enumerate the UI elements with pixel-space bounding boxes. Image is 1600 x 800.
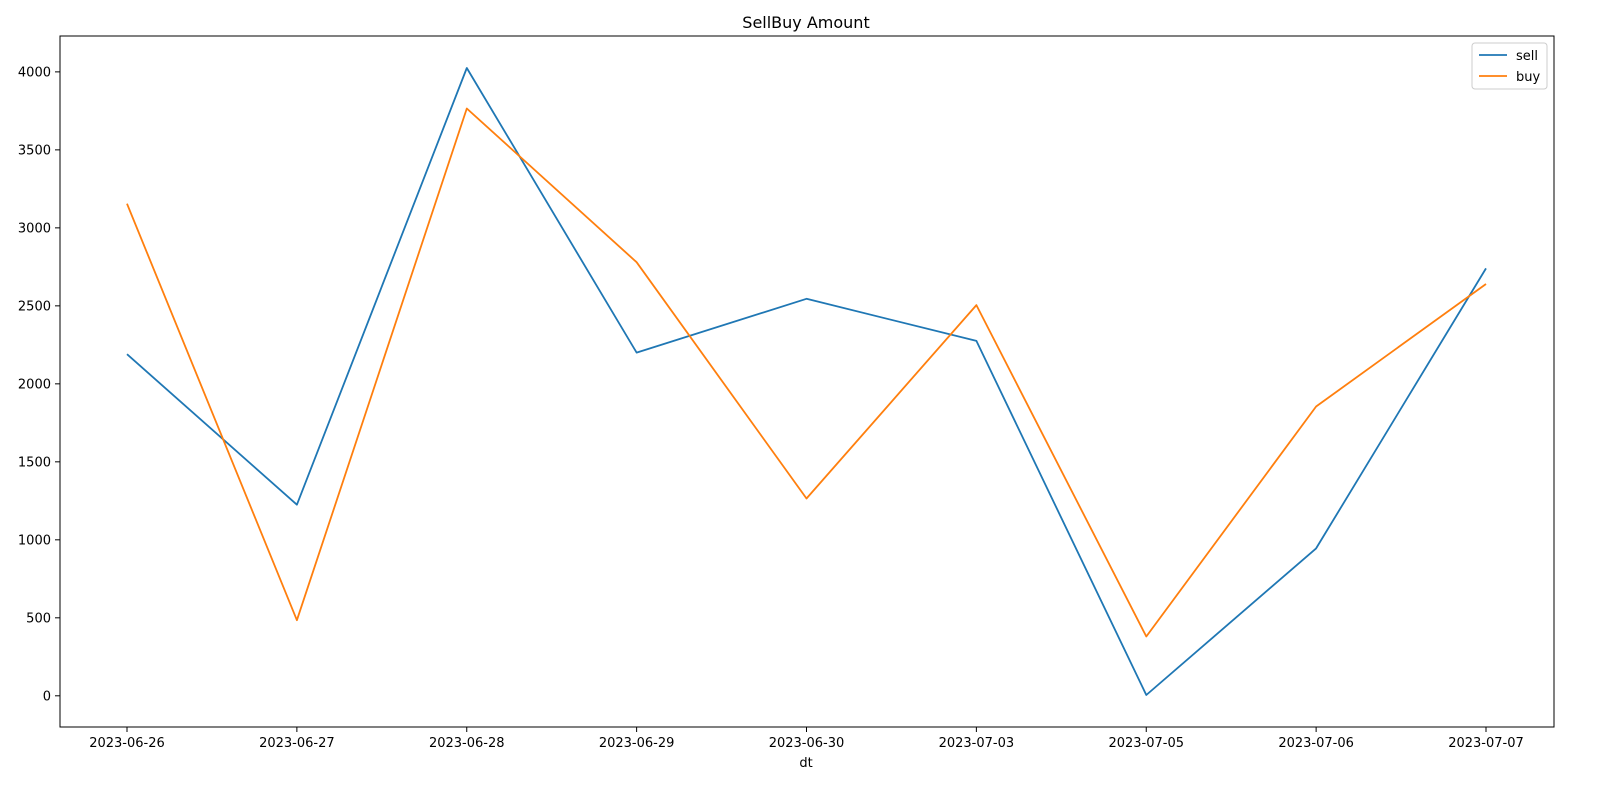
x-tick-label: 2023-07-05 bbox=[1108, 736, 1184, 751]
x-axis-label: dt bbox=[799, 756, 812, 771]
x-tick-label: 2023-06-27 bbox=[259, 736, 335, 751]
x-tick-label: 2023-06-29 bbox=[599, 736, 675, 751]
legend-label-buy: buy bbox=[1516, 70, 1540, 85]
y-tick-label: 1500 bbox=[18, 455, 51, 470]
x-tick-label: 2023-07-06 bbox=[1278, 736, 1354, 751]
x-tick-label: 2023-06-28 bbox=[429, 736, 505, 751]
y-tick-label: 3000 bbox=[18, 221, 51, 236]
y-tick-label: 4000 bbox=[18, 65, 51, 80]
y-tick-label: 1000 bbox=[18, 533, 51, 548]
y-tick-label: 500 bbox=[26, 611, 51, 626]
series-line-sell bbox=[126, 67, 1487, 696]
legend: sell buy bbox=[1471, 42, 1548, 90]
legend-label-sell: sell bbox=[1516, 49, 1538, 64]
series-line-buy bbox=[126, 107, 1487, 638]
x-tick-label: 2023-06-26 bbox=[89, 736, 165, 751]
x-tick-label: 2023-06-30 bbox=[769, 736, 845, 751]
chart-title: SellBuy Amount bbox=[742, 13, 869, 32]
y-tick-label: 2500 bbox=[18, 299, 51, 314]
x-tick-label: 2023-07-03 bbox=[939, 736, 1015, 751]
y-tick-label: 3500 bbox=[18, 143, 51, 158]
x-tick-label: 2023-07-07 bbox=[1448, 736, 1524, 751]
series-lines bbox=[126, 67, 1487, 696]
y-tick-label: 0 bbox=[43, 689, 51, 704]
y-tick-label: 2000 bbox=[18, 377, 51, 392]
plot-frame bbox=[59, 35, 1555, 728]
axis-ticks: 0 500 1000 1500 2000 2500 3000 3500 4000 2023-06-… bbox=[18, 65, 1524, 751]
